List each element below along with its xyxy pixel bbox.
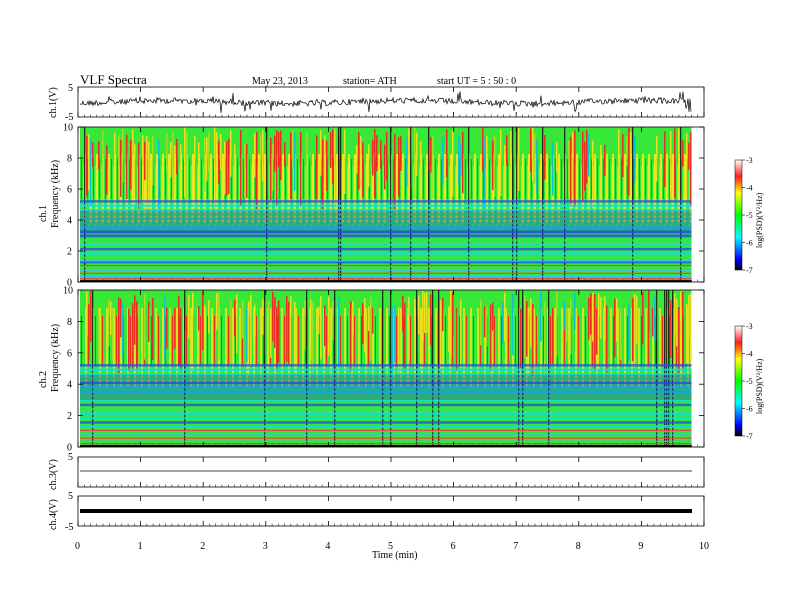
ch3-ylabel: ch.3(V) xyxy=(48,459,59,490)
header-start-time: start UT = 5 : 50 : 0 xyxy=(437,76,516,87)
ch1-waveform-panel: 5 -5 ch.1(V) xyxy=(48,83,705,123)
spec-ytick-label: 6 xyxy=(67,348,72,359)
colorbar-tick-label: -7 xyxy=(746,432,753,441)
spec-ytick-label: 4 xyxy=(67,380,72,391)
ch1-ytick-bottom: -5 xyxy=(65,112,73,123)
x-axis-label: Time (min) xyxy=(372,550,417,561)
ch3-ytick-top: 5 xyxy=(68,452,73,463)
colorbar-tick-label: -3 xyxy=(746,156,753,165)
ch2-colorbar-label: log(PSD)(V²/Hz) xyxy=(755,358,764,414)
x-tick-label: 2 xyxy=(200,541,205,552)
x-tick-label: 4 xyxy=(325,541,330,552)
colorbar-tick-label: -3 xyxy=(746,322,753,331)
ch3-waveform-panel: 5 ch.3(V) xyxy=(48,452,705,490)
spec-ytick-label: 8 xyxy=(67,317,72,328)
colorbar-tick-label: -6 xyxy=(746,405,753,414)
header-station: station= ATH xyxy=(343,76,397,87)
spec-ytick-label: 0 xyxy=(67,443,72,454)
ch4-ylabel: ch.4(V) xyxy=(48,499,59,530)
ch2-spectrogram-ylabel-channel: ch.2 xyxy=(38,371,49,388)
colorbar-tick-label: -5 xyxy=(746,377,753,386)
x-tick-label: 9 xyxy=(638,541,643,552)
ch1-spectrogram-image xyxy=(80,127,692,283)
ch1-colorbar xyxy=(734,159,743,271)
ch2-spectrogram-ylabel-frequency: Frequency (kHz) xyxy=(50,324,61,392)
x-tick-label: 0 xyxy=(75,541,80,552)
time-axis: 0 1 2 3 4 5 6 7 8 9 10 xyxy=(75,87,709,552)
spec-ytick-label: 4 xyxy=(67,216,72,227)
x-tick-label: 10 xyxy=(699,541,709,552)
ch4-waveform-trace xyxy=(80,509,692,513)
ch1-waveform-trace xyxy=(79,91,692,113)
x-tick-label: 3 xyxy=(263,541,268,552)
colorbar-tick-label: -4 xyxy=(746,350,753,359)
ch4-ytick-top: 5 xyxy=(68,491,73,502)
ch2-spectrogram-image xyxy=(80,290,692,448)
spec-ytick-label: 2 xyxy=(67,411,72,422)
ch1-spectrogram-ylabel-frequency: Frequency (kHz) xyxy=(50,160,61,228)
spec-ytick-label: 2 xyxy=(67,247,72,258)
ch4-ytick-bottom: -5 xyxy=(65,522,73,533)
x-tick-label: 1 xyxy=(138,541,143,552)
ch1-ytick-top: 5 xyxy=(68,83,73,94)
spec-ytick-label: 8 xyxy=(67,154,72,165)
header-date: May 23, 2013 xyxy=(252,76,308,87)
x-tick-label: 8 xyxy=(576,541,581,552)
ch2-colorbar xyxy=(734,325,743,437)
figure-title: VLF Spectra xyxy=(80,72,147,87)
spec-ytick-label: 10 xyxy=(63,286,73,297)
x-tick-label: 5 xyxy=(388,541,393,552)
spec-ytick-label: 10 xyxy=(63,123,73,134)
colorbar-tick-label: -5 xyxy=(746,211,753,220)
x-tick-label: 6 xyxy=(451,541,456,552)
x-tick-label: 7 xyxy=(513,541,518,552)
ch1-spectrogram-ylabel-channel: ch.1 xyxy=(38,205,49,222)
colorbar-tick-label: -4 xyxy=(746,184,753,193)
colorbar-tick-label: -6 xyxy=(746,239,753,248)
ch1-ylabel: ch.1(V) xyxy=(48,87,59,118)
spec-ytick-label: 0 xyxy=(67,278,72,289)
ch1-colorbar-label: log(PSD)(V²/Hz) xyxy=(755,192,764,248)
colorbar-tick-label: -7 xyxy=(746,266,753,275)
ch4-waveform-panel: 5 -5 ch.4(V) xyxy=(48,491,705,533)
spec-ytick-label: 6 xyxy=(67,185,72,196)
